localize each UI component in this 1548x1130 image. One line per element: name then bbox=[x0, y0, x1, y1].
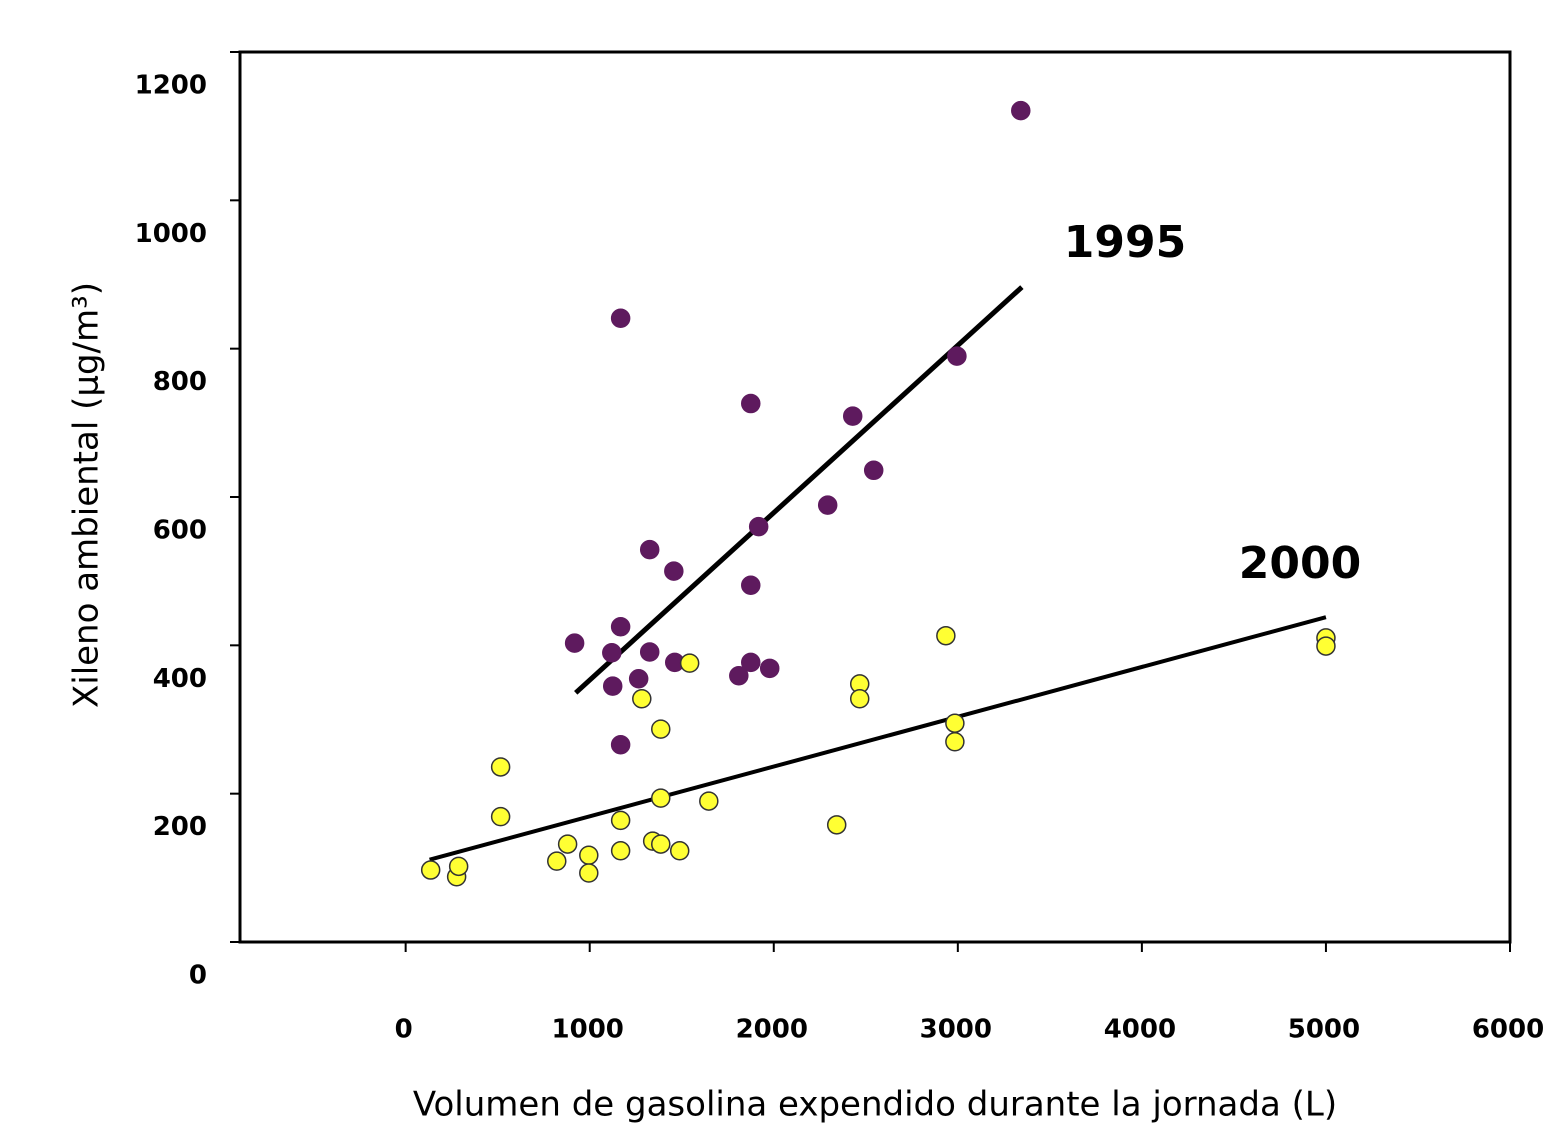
data-point bbox=[651, 834, 671, 854]
data-point bbox=[557, 834, 578, 854]
y-tick-label: 600 bbox=[153, 516, 207, 546]
data-point bbox=[664, 561, 684, 581]
data-point bbox=[651, 719, 671, 739]
data-point bbox=[842, 406, 863, 426]
data-point bbox=[936, 625, 956, 646]
y-tick-label: 200 bbox=[153, 812, 207, 842]
data-point bbox=[945, 732, 965, 752]
data-point bbox=[610, 617, 631, 637]
data-point bbox=[679, 653, 700, 673]
data-point bbox=[639, 539, 660, 560]
data-point bbox=[741, 575, 761, 596]
data-point bbox=[863, 460, 884, 481]
x-tick-label: 1000 bbox=[552, 1015, 624, 1045]
y-axis-label: Xileno ambiental (µg/m³) bbox=[67, 282, 107, 708]
data-point bbox=[826, 815, 847, 835]
x-tick-label: 6000 bbox=[1472, 1015, 1544, 1045]
data-point bbox=[602, 676, 623, 696]
data-point bbox=[947, 346, 967, 366]
plot-frame bbox=[238, 50, 1512, 944]
data-point bbox=[579, 845, 599, 865]
data-point bbox=[632, 688, 652, 709]
data-point bbox=[610, 810, 631, 831]
x-axis-label: Volumen de gasolina expendido durante la… bbox=[413, 1085, 1337, 1125]
trend-line bbox=[429, 615, 1327, 862]
x-tick-label: 0 bbox=[395, 1015, 413, 1045]
data-point bbox=[651, 788, 671, 808]
data-point bbox=[741, 652, 761, 673]
data-point bbox=[729, 665, 749, 686]
data-point bbox=[817, 495, 838, 515]
y-tick-label: 400 bbox=[153, 664, 207, 694]
data-point bbox=[420, 860, 441, 880]
series-label: 1995 bbox=[1064, 217, 1186, 268]
data-point bbox=[1011, 100, 1031, 121]
data-point bbox=[945, 713, 965, 733]
y-tick-label: 1200 bbox=[135, 71, 207, 101]
data-point bbox=[448, 856, 469, 877]
data-point bbox=[564, 633, 585, 653]
data-point bbox=[602, 643, 622, 663]
y-tick-label: 1000 bbox=[135, 219, 207, 249]
data-point bbox=[669, 841, 690, 861]
data-point bbox=[628, 668, 649, 689]
x-tick-label: 5000 bbox=[1288, 1015, 1360, 1045]
data-point bbox=[610, 734, 631, 755]
data-point bbox=[849, 688, 870, 709]
data-point bbox=[610, 308, 631, 329]
data-point bbox=[741, 393, 761, 414]
data-point bbox=[639, 642, 660, 662]
data-point bbox=[547, 851, 567, 871]
y-tick-label: 0 bbox=[189, 961, 207, 991]
data-point bbox=[699, 791, 719, 811]
x-tick-label: 3000 bbox=[920, 1015, 992, 1045]
data-point bbox=[579, 863, 599, 883]
data-point bbox=[610, 841, 631, 861]
data-point bbox=[759, 658, 780, 679]
data-point bbox=[748, 516, 769, 537]
y-tick-label: 800 bbox=[153, 367, 207, 397]
x-tick-label: 2000 bbox=[736, 1015, 808, 1045]
data-point bbox=[490, 757, 511, 777]
series-label: 2000 bbox=[1239, 538, 1361, 589]
data-point bbox=[490, 806, 511, 827]
data-point bbox=[1316, 636, 1336, 656]
x-tick-label: 4000 bbox=[1104, 1015, 1176, 1045]
